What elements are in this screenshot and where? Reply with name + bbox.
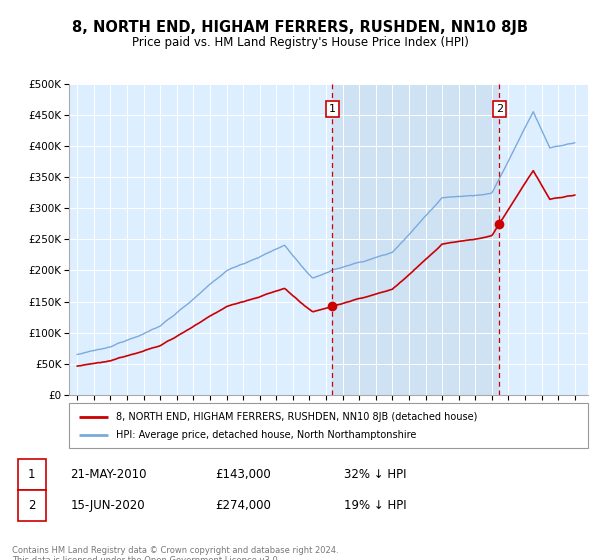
Text: Price paid vs. HM Land Registry's House Price Index (HPI): Price paid vs. HM Land Registry's House … bbox=[131, 36, 469, 49]
Text: 1: 1 bbox=[28, 468, 35, 481]
Text: 21-MAY-2010: 21-MAY-2010 bbox=[70, 468, 146, 481]
Text: 2: 2 bbox=[28, 498, 35, 512]
Text: 1: 1 bbox=[329, 104, 336, 114]
Text: £143,000: £143,000 bbox=[216, 468, 271, 481]
Text: £274,000: £274,000 bbox=[216, 498, 272, 512]
Text: 8, NORTH END, HIGHAM FERRERS, RUSHDEN, NN10 8JB: 8, NORTH END, HIGHAM FERRERS, RUSHDEN, N… bbox=[72, 20, 528, 35]
Text: 15-JUN-2020: 15-JUN-2020 bbox=[70, 498, 145, 512]
Text: Contains HM Land Registry data © Crown copyright and database right 2024.
This d: Contains HM Land Registry data © Crown c… bbox=[12, 546, 338, 560]
Text: 32% ↓ HPI: 32% ↓ HPI bbox=[344, 468, 406, 481]
Text: 19% ↓ HPI: 19% ↓ HPI bbox=[344, 498, 406, 512]
Bar bbox=[332, 84, 499, 395]
Text: 2: 2 bbox=[496, 104, 503, 114]
Text: 8, NORTH END, HIGHAM FERRERS, RUSHDEN, NN10 8JB (detached house): 8, NORTH END, HIGHAM FERRERS, RUSHDEN, N… bbox=[116, 412, 477, 422]
Text: HPI: Average price, detached house, North Northamptonshire: HPI: Average price, detached house, Nort… bbox=[116, 431, 416, 441]
FancyBboxPatch shape bbox=[18, 459, 46, 489]
FancyBboxPatch shape bbox=[69, 403, 588, 448]
FancyBboxPatch shape bbox=[18, 489, 46, 521]
